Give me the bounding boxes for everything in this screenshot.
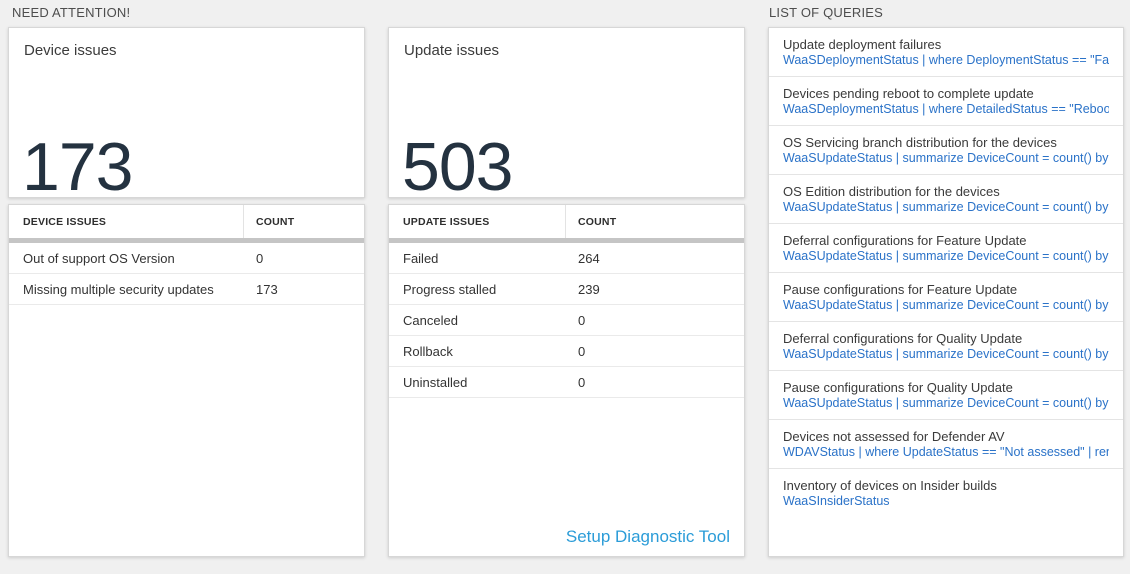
device-table-body: Out of support OS Version 0 Missing mult… <box>9 243 364 305</box>
need-attention-header: NEED ATTENTION! <box>12 5 131 20</box>
device-issues-table: DEVICE ISSUES COUNT Out of support OS Ve… <box>8 204 365 557</box>
query-text[interactable]: WDAVStatus | where UpdateStatus == "Not … <box>783 445 1109 459</box>
device-issue-row[interactable]: Out of support OS Version 0 <box>9 243 364 274</box>
query-list-item[interactable]: Inventory of devices on Insider builds W… <box>769 469 1123 517</box>
list-of-queries-header: LIST OF QUERIES <box>769 5 884 20</box>
query-list-item[interactable]: Devices pending reboot to complete updat… <box>769 77 1123 126</box>
query-title: Deferral configurations for Feature Upda… <box>783 233 1027 248</box>
query-title: Pause configurations for Quality Update <box>783 380 1013 395</box>
query-list: Update deployment failures WaaSDeploymen… <box>769 28 1123 517</box>
update-issue-label: Progress stalled <box>403 281 497 297</box>
device-table-header-bar <box>9 238 364 243</box>
update-issue-count: 239 <box>578 281 600 297</box>
query-list-item[interactable]: Deferral configurations for Quality Upda… <box>769 322 1123 371</box>
query-list-item[interactable]: Update deployment failures WaaSDeploymen… <box>769 28 1123 77</box>
update-issues-column-header: UPDATE ISSUES <box>389 205 566 238</box>
device-issue-count: 173 <box>256 281 278 297</box>
update-issues-title: Update issues <box>404 42 500 59</box>
device-issue-label: Out of support OS Version <box>23 250 175 266</box>
update-issue-row[interactable]: Canceled 0 <box>389 305 744 336</box>
list-of-queries-panel: Update deployment failures WaaSDeploymen… <box>768 27 1124 557</box>
device-issue-count: 0 <box>256 250 264 266</box>
query-list-item[interactable]: Pause configurations for Quality Update … <box>769 371 1123 420</box>
query-list-item[interactable]: Pause configurations for Feature Update … <box>769 273 1123 322</box>
update-table-body: Failed 264 Progress stalled 239 Canceled… <box>389 243 744 398</box>
device-issue-row[interactable]: Missing multiple security updates 173 <box>9 274 364 305</box>
query-text[interactable]: WaaSUpdateStatus | summarize DeviceCount… <box>783 151 1109 165</box>
query-title: OS Edition distribution for the devices <box>783 184 1000 199</box>
query-text[interactable]: WaaSUpdateStatus | summarize DeviceCount… <box>783 200 1109 214</box>
update-table-header-bar <box>389 238 744 243</box>
query-title: Devices pending reboot to complete updat… <box>783 86 1034 101</box>
update-issue-count: 0 <box>578 374 586 390</box>
query-text[interactable]: WaaSUpdateStatus | summarize DeviceCount… <box>783 396 1109 410</box>
device-issues-count: 173 <box>22 129 133 205</box>
update-count-column-header: COUNT <box>578 215 617 228</box>
update-issue-count: 0 <box>578 343 586 359</box>
device-issues-tile[interactable]: Device issues 173 <box>8 27 365 205</box>
device-issues-column-header: DEVICE ISSUES <box>9 205 244 238</box>
update-issue-label: Canceled <box>403 312 458 328</box>
update-issue-count: 264 <box>578 250 600 266</box>
update-issue-row[interactable]: Progress stalled 239 <box>389 274 744 305</box>
query-text[interactable]: WaaSDeploymentStatus | where DeploymentS… <box>783 53 1109 67</box>
update-issues-tile[interactable]: Update issues 503 <box>388 27 745 205</box>
query-title: Deferral configurations for Quality Upda… <box>783 331 1023 346</box>
update-table-header-row: UPDATE ISSUES COUNT <box>389 205 744 238</box>
query-title: Pause configurations for Feature Update <box>783 282 1018 297</box>
update-issue-label: Uninstalled <box>403 374 468 390</box>
update-issue-label: Rollback <box>403 343 453 359</box>
update-issue-row[interactable]: Uninstalled 0 <box>389 367 744 398</box>
update-issue-row[interactable]: Rollback 0 <box>389 336 744 367</box>
query-title: Update deployment failures <box>783 37 942 52</box>
query-text[interactable]: WaaSDeploymentStatus | where DetailedSta… <box>783 102 1109 116</box>
update-issues-table: UPDATE ISSUES COUNT Failed 264 Progress … <box>388 204 745 557</box>
query-text[interactable]: WaaSUpdateStatus | summarize DeviceCount… <box>783 249 1109 263</box>
query-text[interactable]: WaaSUpdateStatus | summarize DeviceCount… <box>783 347 1109 361</box>
device-count-column-header: COUNT <box>256 215 295 228</box>
update-issues-count: 503 <box>402 129 513 205</box>
query-title: Inventory of devices on Insider builds <box>783 478 997 493</box>
query-title: OS Servicing branch distribution for the… <box>783 135 1057 150</box>
query-list-item[interactable]: Deferral configurations for Feature Upda… <box>769 224 1123 273</box>
device-table-header-row: DEVICE ISSUES COUNT <box>9 205 364 238</box>
query-list-item[interactable]: OS Edition distribution for the devices … <box>769 175 1123 224</box>
query-text[interactable]: WaaSInsiderStatus <box>783 494 890 508</box>
update-issue-label: Failed <box>403 250 439 266</box>
query-text[interactable]: WaaSUpdateStatus | summarize DeviceCount… <box>783 298 1109 312</box>
query-list-item[interactable]: Devices not assessed for Defender AV WDA… <box>769 420 1123 469</box>
update-issue-row[interactable]: Failed 264 <box>389 243 744 274</box>
device-issues-title: Device issues <box>24 42 117 59</box>
setup-diagnostic-tool-link[interactable]: Setup Diagnostic Tool <box>565 527 730 546</box>
device-issue-label: Missing multiple security updates <box>23 281 214 297</box>
update-issue-count: 0 <box>578 312 586 328</box>
query-title: Devices not assessed for Defender AV <box>783 429 1005 444</box>
query-list-item[interactable]: OS Servicing branch distribution for the… <box>769 126 1123 175</box>
